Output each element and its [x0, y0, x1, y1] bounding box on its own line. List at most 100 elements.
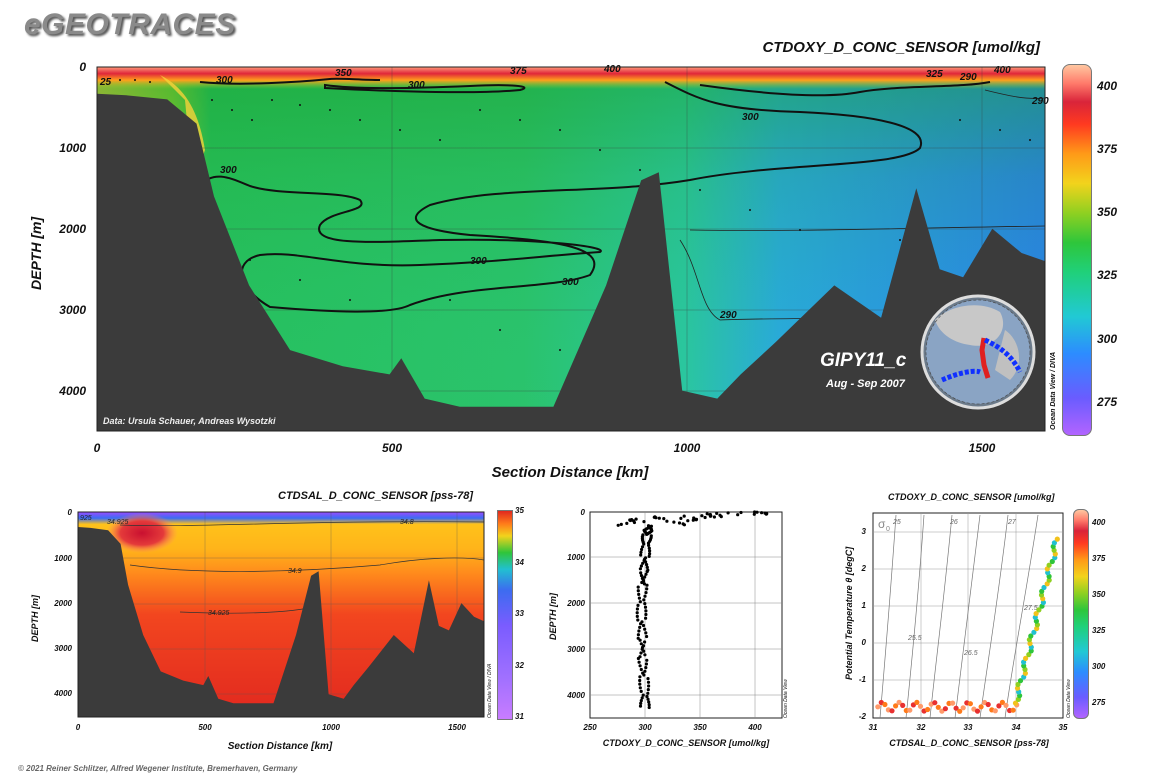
y-tick: 1000 [567, 553, 585, 562]
data-point [914, 699, 920, 706]
data-point [639, 564, 644, 568]
contour-label: 34.9 [288, 568, 302, 575]
colorbar-tick: 35 [515, 506, 524, 515]
y-tick: 1 [861, 601, 866, 610]
data-point [635, 614, 639, 619]
data-point [719, 515, 723, 519]
data-point [647, 703, 651, 707]
data-point [646, 688, 650, 692]
y-tick: 2000 [567, 599, 585, 608]
data-point [755, 510, 759, 514]
data-point [643, 575, 647, 579]
data-point [638, 664, 642, 668]
colorbar-tick: 31 [515, 712, 524, 721]
y-tick: 2000 [59, 222, 86, 236]
data-point [1028, 648, 1034, 654]
surface-band [97, 67, 1045, 89]
y-tick: -1 [858, 675, 866, 684]
data-point [643, 640, 647, 644]
data-point [1026, 652, 1032, 658]
x-tick: 0 [75, 723, 81, 732]
x-tick: 33 [963, 723, 973, 732]
data-point [677, 521, 682, 525]
data-point [636, 618, 640, 622]
data-point [639, 574, 644, 578]
data-point [662, 517, 666, 521]
data-point [648, 549, 652, 553]
x-tick: 500 [198, 723, 212, 732]
contour-label: 350 [335, 68, 352, 79]
data-point [682, 523, 687, 527]
data-point [760, 511, 764, 515]
data-point [639, 651, 643, 655]
data-point [642, 673, 646, 677]
main-x-axis-label: Section Distance [km] [491, 464, 649, 481]
data-point [882, 701, 888, 708]
isopycnal-label: 26 [949, 519, 958, 526]
data-point [974, 708, 981, 714]
data-point [646, 541, 651, 545]
y-tick: 0 [580, 508, 585, 517]
contour-label: 290 [719, 310, 737, 321]
cruise-map-inset [920, 294, 1036, 410]
contour-label: 325 [926, 69, 943, 80]
isopycnal-label: 26.5 [963, 650, 978, 657]
copyright-footer: © 2021 Reiner Schlitzer, Alfred Wegener … [18, 764, 298, 773]
x-tick: 300 [638, 723, 652, 732]
data-point [642, 542, 646, 546]
data-point [644, 609, 648, 613]
colorbar-tick: 400 [1097, 79, 1118, 93]
data-point [700, 514, 704, 518]
y-tick: 3000 [54, 644, 72, 653]
data-point [935, 704, 941, 710]
data-point [643, 627, 647, 631]
data-point [889, 708, 895, 714]
data-point [638, 600, 642, 604]
ts-chart-title: CTDOXY_D_CONC_SENSOR [umol/kg] [888, 492, 1055, 502]
data-point [992, 708, 998, 714]
data-point [638, 686, 642, 690]
data-point [682, 514, 686, 518]
data-point [645, 658, 649, 662]
contour-label: 300 [408, 80, 425, 91]
x-tick: 1500 [968, 441, 996, 455]
sigma-symbol: σ [878, 517, 886, 531]
salinity-bathymetry [78, 527, 484, 717]
data-point [647, 684, 651, 688]
data-point [691, 518, 695, 522]
isopycnal-label: 27.5 [1023, 605, 1038, 612]
data-point [644, 662, 649, 666]
contour-label: 290 [1031, 96, 1049, 107]
data-point [640, 545, 645, 549]
data-point [985, 701, 991, 708]
data-point [641, 623, 646, 628]
data-point [644, 612, 648, 617]
y-tick: 0 [67, 508, 72, 517]
data-point [643, 653, 647, 657]
data-point [637, 629, 641, 633]
colorbar-tick: 375 [1092, 554, 1106, 563]
data-point [641, 693, 645, 697]
data-point [638, 682, 642, 686]
data-point [644, 591, 648, 595]
data-point [875, 704, 881, 710]
brand-logo: eGEOTRACES [24, 8, 236, 41]
data-point [907, 707, 913, 713]
data-point [639, 701, 643, 706]
oxygen-contours [198, 77, 991, 313]
data-point [1017, 678, 1024, 684]
data-point [942, 706, 949, 712]
ts-x-axis-label: CTDSAL_D_CONC_SENSOR [pss-78] [889, 738, 1049, 748]
colorbar-tick: 350 [1097, 205, 1118, 219]
x-tick: 1500 [448, 723, 466, 732]
colorbar-tick: 32 [515, 661, 524, 670]
colorbar-tick: 350 [1092, 590, 1106, 599]
data-point [1054, 536, 1060, 542]
profile-scatter-chart [589, 510, 783, 719]
salinity-x-axis-label: Section Distance [km] [227, 741, 333, 752]
contour-label: 925 [80, 515, 92, 522]
data-point [638, 567, 643, 571]
y-tick: 0 [861, 638, 866, 647]
main-plot-frame [96, 66, 1046, 432]
data-point [625, 521, 629, 526]
